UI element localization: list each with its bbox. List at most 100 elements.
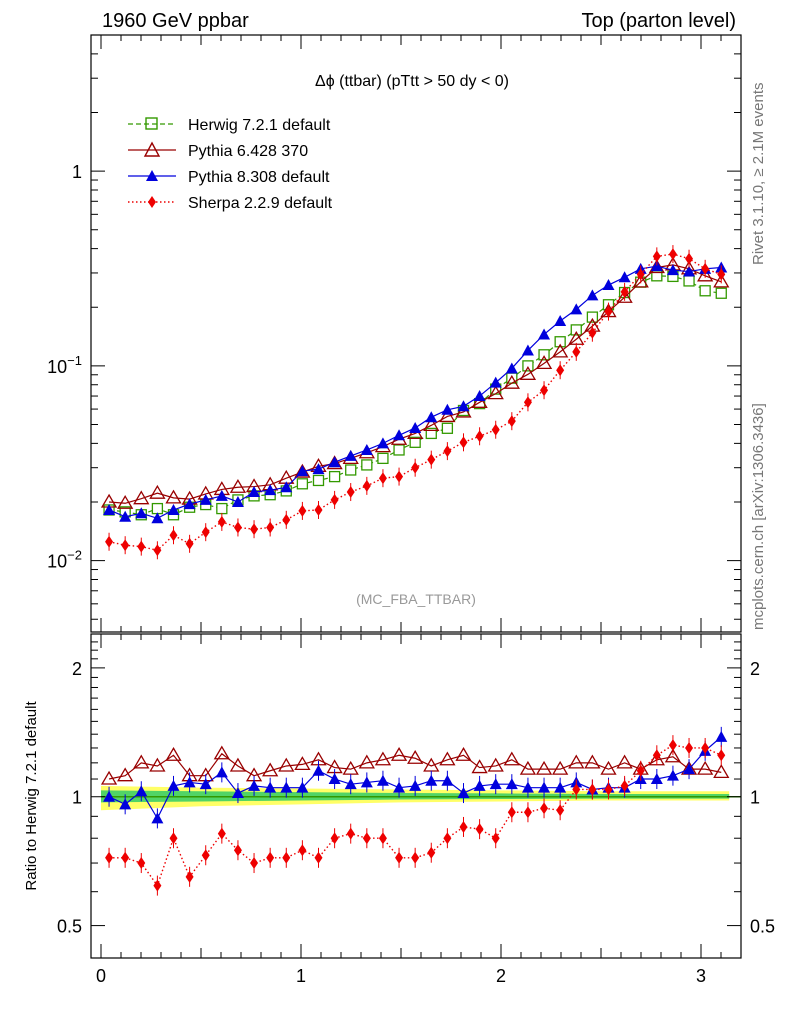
ratio-point-sherpa-11	[282, 851, 291, 864]
main-point-sherpa-11	[282, 513, 291, 526]
ratio-point-pythia8-17	[376, 774, 389, 786]
ratio-point-pythia8-3	[151, 812, 164, 824]
main-point-pythia6-20	[423, 417, 440, 431]
main-point-pythia8-35	[666, 264, 679, 276]
main-point-pythia6-28	[552, 343, 569, 358]
ratio-point-pythia8-21	[441, 774, 454, 786]
ratio-point-pythia6-16	[358, 754, 375, 769]
main-point-sherpa-3	[153, 544, 162, 557]
main-point-pythia6-21	[439, 408, 456, 423]
ratio-uncertainty-band	[101, 785, 741, 811]
main-point-herwig-15	[345, 464, 357, 476]
ratio-point-pythia8-4	[167, 779, 180, 791]
ratio-ylabel: Ratio to Herwig 7.2.1 default	[23, 701, 40, 891]
ratio-point-pythia6-2	[133, 754, 150, 769]
ratio-point-sherpa-31	[604, 783, 613, 796]
xtick-label-3: 3	[696, 966, 706, 986]
main-point-herwig-19	[409, 436, 421, 448]
ratio-point-pythia6-23	[471, 759, 488, 774]
main-point-pythia6-32	[616, 288, 633, 303]
ratio-point-pythia6-37	[697, 760, 714, 775]
main-line-pythia8	[108, 265, 722, 519]
main-point-pythia8-5	[183, 498, 196, 510]
main-point-pythia6-26	[519, 366, 537, 380]
ratio-point-pythia6-17	[374, 751, 392, 766]
main-ytick-label-2: 1	[72, 162, 82, 182]
main-point-sherpa-1	[121, 539, 130, 552]
ratio-point-pythia8-18	[393, 781, 406, 793]
main-point-sherpa-0	[105, 535, 114, 548]
main-point-herwig-17	[377, 452, 389, 465]
main-point-pythia8-19	[409, 421, 422, 433]
main-point-pythia6-2	[133, 490, 150, 505]
main-point-herwig-20	[425, 427, 437, 440]
ratio-point-pythia6-18	[390, 746, 408, 761]
main-point-sherpa-33	[636, 268, 645, 281]
ratio-point-pythia6-10	[262, 762, 279, 777]
main-point-sherpa-7	[217, 515, 226, 528]
main-point-herwig-36	[683, 275, 695, 287]
legend-item-herwig: Herwig 7.2.1 default	[128, 117, 331, 134]
main-point-sherpa-18	[395, 470, 404, 483]
legend-item-pythia6: Pythia 6.428 370	[128, 141, 308, 160]
ratio-point-pythia8-19	[409, 779, 422, 791]
ratio-point-pythia8-9	[248, 779, 261, 791]
main-point-sherpa-13	[314, 503, 323, 516]
main-point-herwig-16	[361, 459, 373, 471]
ratio-point-sherpa-18	[395, 851, 404, 864]
main-point-herwig-38	[715, 287, 727, 299]
main-axis-ticks: 10−2 10−1 1	[47, 34, 741, 632]
main-point-pythia6-14	[326, 455, 343, 470]
ratio-ytick-right-1: 1	[750, 788, 760, 808]
ratio-point-sherpa-13	[314, 851, 323, 864]
ratio-point-pythia6-19	[407, 749, 424, 764]
ratio-point-sherpa-3	[153, 879, 162, 892]
main-point-pythia8-10	[264, 484, 277, 496]
main-point-pythia8-17	[376, 437, 389, 449]
main-point-sherpa-17	[378, 472, 387, 485]
ratio-point-pythia6-7	[213, 745, 230, 760]
main-point-pythia8-8	[231, 495, 244, 507]
main-point-herwig-27	[538, 349, 550, 361]
main-line-herwig	[108, 275, 722, 516]
ratio-point-sherpa-25	[507, 806, 516, 819]
main-point-sherpa-26	[523, 396, 532, 409]
main-point-pythia8-26	[521, 344, 534, 356]
ratio-point-pythia6-11	[278, 757, 295, 772]
ratio-line-sherpa	[109, 744, 722, 888]
ratio-point-sherpa-30	[588, 783, 597, 796]
main-point-sherpa-21	[443, 445, 452, 458]
main-point-pythia8-36	[683, 265, 696, 277]
main-point-pythia6-24	[487, 385, 504, 400]
mcplots-label: mcplots.cern.ch [arXiv:1306.3436]	[750, 403, 767, 630]
ratio-point-sherpa-24	[491, 832, 500, 845]
ratio-point-pythia8-1	[119, 798, 132, 810]
ratio-point-sherpa-21	[443, 832, 452, 845]
main-point-pythia8-25	[505, 362, 518, 374]
ratio-point-pythia6-30	[584, 754, 601, 769]
main-point-sherpa-10	[266, 521, 275, 534]
ratio-series-group	[100, 726, 730, 896]
main-point-sherpa-15	[346, 486, 355, 499]
ratio-point-sherpa-15	[346, 827, 355, 840]
ratio-point-sherpa-23	[475, 823, 484, 836]
ratio-point-sherpa-4	[169, 832, 178, 845]
ratio-point-sherpa-34	[652, 749, 661, 762]
plot-title: Δϕ (ttbar) (pTtt > 50 dy < 0)	[315, 73, 509, 90]
analysis-label: (MC_FBA_TTBAR)	[356, 591, 476, 607]
ratio-point-pythia6-8	[229, 757, 247, 772]
ratio-point-pythia8-23	[473, 779, 486, 791]
main-point-sherpa-6	[201, 526, 210, 539]
main-point-pythia8-13	[312, 463, 325, 475]
main-point-pythia6-38	[713, 273, 730, 288]
ratio-point-pythia8-11	[280, 781, 293, 793]
ratio-point-pythia8-28	[554, 781, 567, 793]
legend-item-sherpa: Sherpa 2.2.9 default	[128, 195, 333, 212]
xtick-label-1: 1	[296, 966, 306, 986]
main-point-pythia8-15	[344, 449, 357, 461]
main-point-pythia6-33	[632, 273, 649, 288]
ratio-point-pythia6-21	[439, 751, 456, 766]
main-point-herwig-18	[393, 444, 405, 456]
xtick-label-0: 0	[96, 966, 106, 986]
main-point-sherpa-30	[588, 326, 597, 339]
